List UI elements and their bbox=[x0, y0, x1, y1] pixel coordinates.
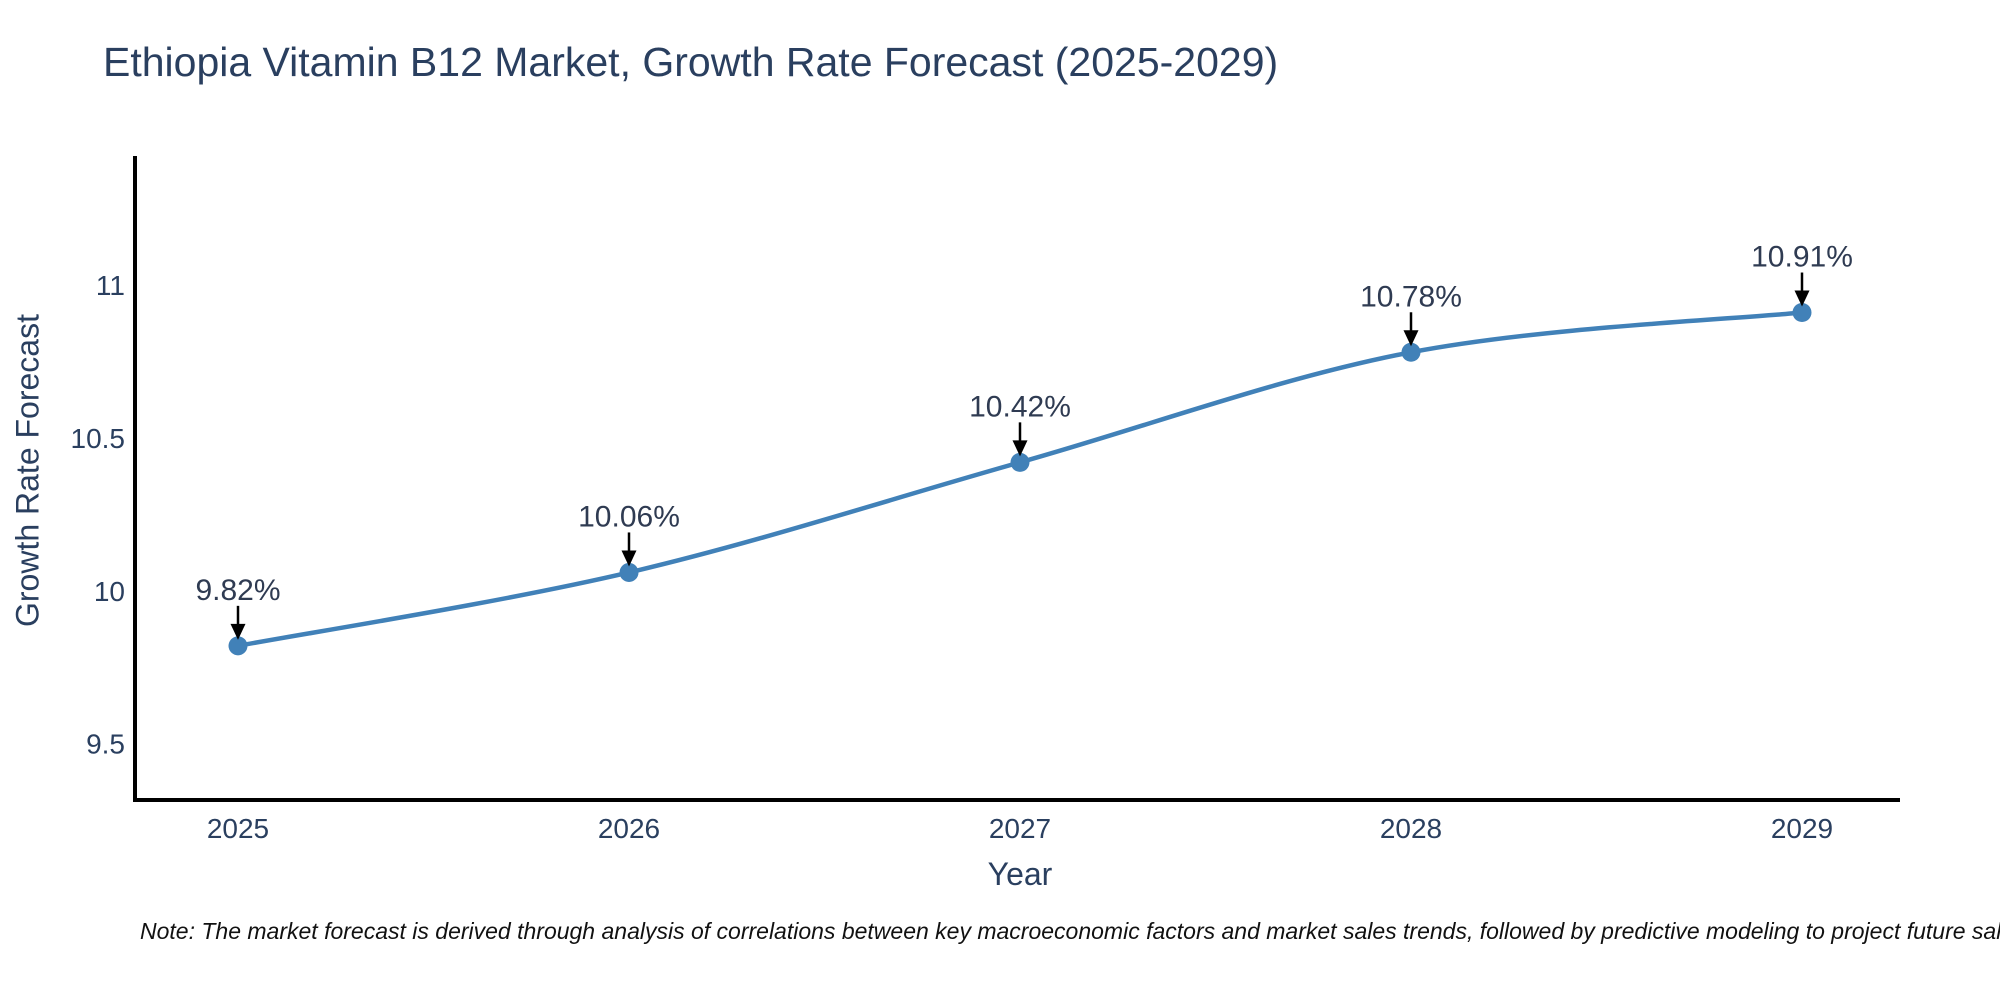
x-tick-label: 2028 bbox=[1380, 813, 1442, 844]
x-axis-title: Year bbox=[987, 856, 1053, 892]
x-tick-label: 2025 bbox=[207, 813, 269, 844]
point-label: 10.42% bbox=[969, 390, 1071, 423]
annotation-arrowhead bbox=[1012, 440, 1028, 457]
line-series bbox=[235, 310, 1805, 649]
annotation-arrowhead bbox=[1794, 290, 1810, 307]
annotation-arrowhead bbox=[621, 550, 637, 567]
x-tick-label: 2029 bbox=[1771, 813, 1833, 844]
data-point bbox=[1010, 452, 1030, 472]
data-point bbox=[619, 562, 639, 582]
y-tick-label: 10 bbox=[94, 576, 125, 607]
data-point bbox=[1401, 342, 1421, 362]
data-point bbox=[1792, 303, 1812, 323]
point-label: 10.78% bbox=[1360, 280, 1462, 313]
y-tick-label: 9.5 bbox=[86, 729, 125, 760]
data-point bbox=[228, 636, 248, 656]
point-label: 9.82% bbox=[195, 574, 280, 607]
point-label: 10.06% bbox=[578, 500, 680, 533]
chart-title: Ethiopia Vitamin B12 Market, Growth Rate… bbox=[103, 39, 1279, 85]
x-tick-label: 2026 bbox=[598, 813, 660, 844]
y-axis-title: Growth Rate Forecast bbox=[9, 314, 46, 627]
annotation-arrowhead bbox=[1403, 330, 1419, 347]
y-tick-label: 10.5 bbox=[71, 423, 126, 454]
point-label: 10.91% bbox=[1751, 241, 1853, 274]
footnote: Note: The market forecast is derived thr… bbox=[140, 918, 2000, 944]
annotation-arrowhead bbox=[230, 623, 246, 640]
x-tick-label: 2027 bbox=[989, 813, 1051, 844]
y-tick-label: 11 bbox=[96, 270, 125, 301]
